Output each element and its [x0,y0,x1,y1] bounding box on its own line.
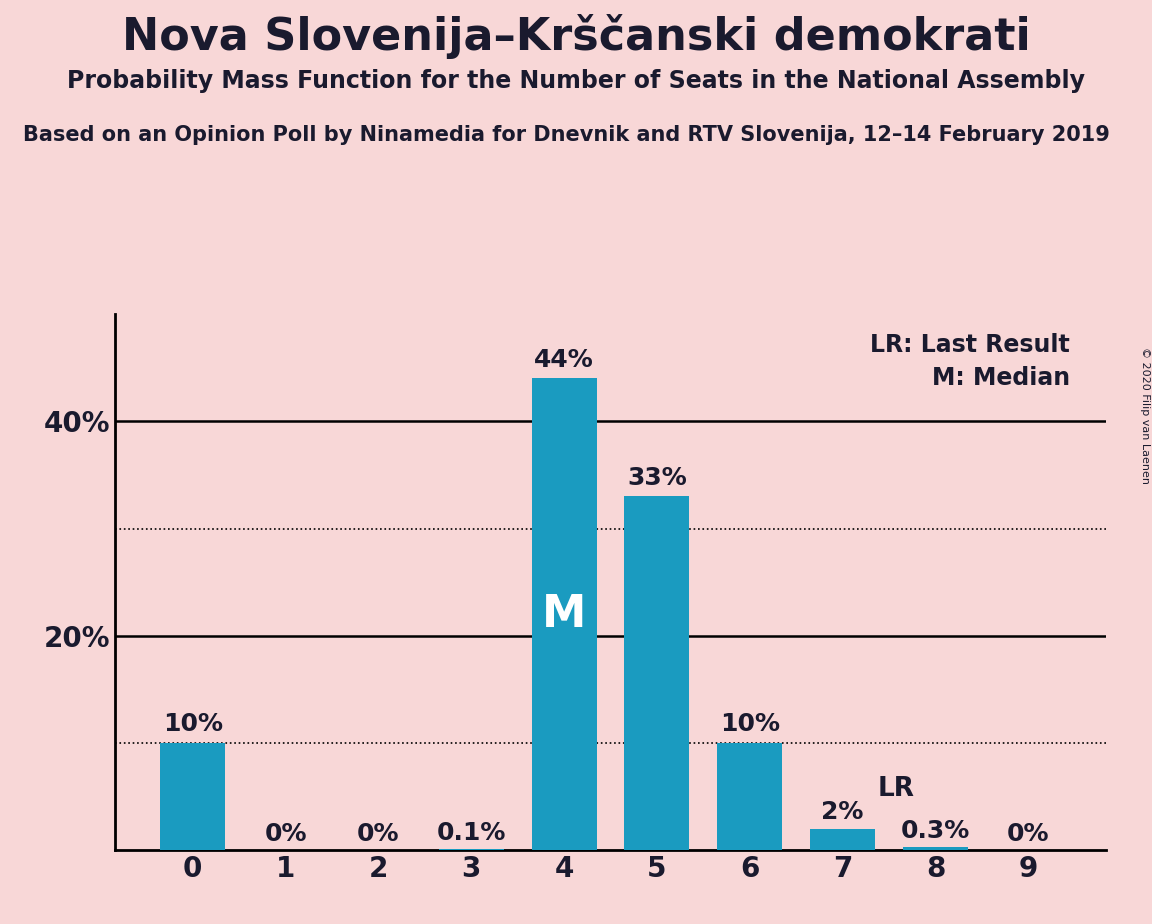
Text: 0%: 0% [264,821,306,845]
Bar [718,743,782,850]
Text: Probability Mass Function for the Number of Seats in the National Assembly: Probability Mass Function for the Number… [67,69,1085,93]
Text: 0.3%: 0.3% [901,819,970,843]
Bar [531,379,597,850]
Bar [810,829,876,850]
Text: 0%: 0% [1007,821,1049,845]
Bar [160,743,226,850]
Text: 10%: 10% [162,712,222,736]
Text: 0.1%: 0.1% [437,821,506,845]
Text: LR: Last Result: LR: Last Result [871,334,1070,358]
Text: M: Median: M: Median [932,366,1070,390]
Bar [903,847,968,850]
Text: 44%: 44% [535,348,594,372]
Bar [624,496,690,850]
Text: Nova Slovenija–Krščanski demokrati: Nova Slovenija–Krščanski demokrati [122,14,1030,59]
Text: 10%: 10% [720,712,780,736]
Text: © 2020 Filip van Laenen: © 2020 Filip van Laenen [1139,347,1150,484]
Text: Based on an Opinion Poll by Ninamedia for Dnevnik and RTV Slovenija, 12–14 Febru: Based on an Opinion Poll by Ninamedia fo… [23,125,1109,145]
Text: M: M [541,593,586,636]
Bar [439,849,503,850]
Text: 33%: 33% [627,466,687,490]
Text: 2%: 2% [821,800,864,824]
Text: LR: LR [878,776,915,802]
Text: 0%: 0% [357,821,400,845]
